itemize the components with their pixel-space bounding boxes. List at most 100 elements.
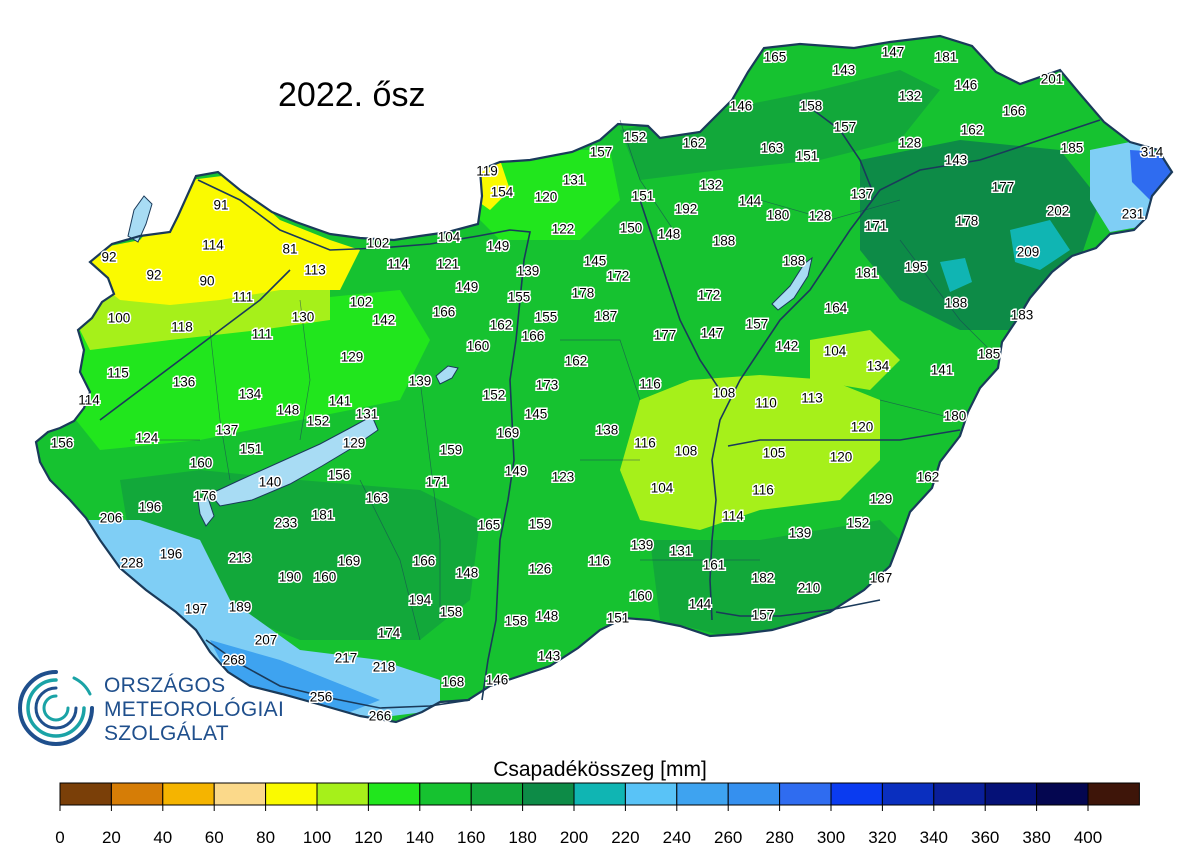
- station-value-label: 159: [529, 517, 552, 532]
- station-value-label: 129: [870, 492, 893, 507]
- station-value-label: 162: [565, 354, 588, 369]
- station-value-label: 197: [185, 602, 208, 617]
- station-value-label: 143: [538, 649, 561, 664]
- station-value-label: 163: [366, 491, 389, 506]
- station-value-label: 114: [78, 393, 100, 408]
- station-value-label: 151: [240, 442, 263, 457]
- country-border: [34, 34, 1174, 724]
- legend-tick-label: 20: [102, 828, 121, 847]
- legend-tick-label: 180: [508, 828, 536, 847]
- station-value-label: 173: [536, 378, 559, 393]
- station-value-label: 151: [607, 611, 630, 626]
- station-value-label: 140: [259, 475, 282, 490]
- station-value-label: 146: [955, 78, 978, 93]
- station-value-label: 148: [536, 609, 559, 624]
- legend-color-box: [265, 782, 318, 806]
- station-value-label: 156: [328, 468, 351, 483]
- station-value-label: 134: [239, 387, 262, 402]
- station-value-label: 213: [229, 551, 252, 566]
- station-value-label: 174: [378, 626, 401, 641]
- station-value-label: 90: [199, 274, 214, 289]
- station-value-label: 183: [1011, 308, 1034, 323]
- station-value-label: 162: [683, 136, 706, 151]
- legend-tick-labels: 0 20 40 60 80 100 120 140 160 180 200 220 240 260 280 3…: [55, 805, 1102, 847]
- station-value-label: 137: [851, 187, 874, 202]
- station-value-label: 122: [552, 222, 575, 237]
- station-value-label: 231: [1122, 207, 1145, 222]
- station-value-label: 166: [522, 329, 545, 344]
- station-value-label: 115: [107, 366, 129, 381]
- legend-tick-label: 200: [560, 828, 588, 847]
- zone-lightblue-sw: [86, 520, 440, 720]
- station-value-label: 196: [160, 547, 183, 562]
- station-value-label: 139: [631, 538, 654, 553]
- legend-tick-label: 300: [817, 828, 845, 847]
- lake-velence: [435, 365, 459, 385]
- river-zagyva: [639, 199, 721, 391]
- station-value-label: 152: [483, 388, 506, 403]
- station-value-label: 196: [139, 500, 162, 515]
- legend-color-box: [1036, 782, 1089, 806]
- station-value-label: 158: [505, 614, 528, 629]
- station-value-label: 130: [292, 310, 315, 325]
- lake-balaton: [209, 415, 379, 507]
- station-value-label: 128: [899, 136, 922, 151]
- station-value-label: 104: [824, 344, 847, 359]
- station-value-label: 188: [783, 254, 806, 269]
- lake-tisza: [771, 256, 813, 311]
- station-value-label: 145: [584, 254, 607, 269]
- station-value-label: 202: [1047, 204, 1070, 219]
- zone-green-bright-north: [470, 150, 620, 240]
- station-value-label: 157: [590, 145, 613, 160]
- station-value-label: 151: [632, 189, 655, 204]
- station-value-label: 154: [491, 185, 514, 200]
- station-value-label: 155: [535, 310, 558, 325]
- station-value-label: 108: [675, 444, 698, 459]
- legend-tick-label: 40: [153, 828, 172, 847]
- station-value-label: 192: [675, 202, 698, 217]
- legend-color-box: [573, 782, 626, 806]
- station-value-label: 152: [624, 130, 647, 145]
- station-value-label: 116: [588, 554, 610, 569]
- station-value-label: 218: [373, 660, 396, 675]
- station-value-label: 131: [356, 407, 379, 422]
- station-value-label: 177: [654, 328, 677, 343]
- station-value-label: 126: [529, 562, 552, 577]
- station-value-label: 178: [956, 214, 979, 229]
- lake-ferto: [127, 195, 153, 243]
- station-value-label: 182: [752, 571, 775, 586]
- logo-text-line-3: SZOLGÁLAT: [104, 722, 229, 745]
- station-value-label: 118: [171, 320, 193, 335]
- legend-tick-label: 60: [205, 828, 224, 847]
- station-value-label: 139: [517, 264, 540, 279]
- station-value-label: 152: [847, 516, 870, 531]
- legend-tick-label: 120: [354, 828, 382, 847]
- station-value-label: 180: [767, 208, 790, 223]
- station-value-label: 81: [282, 242, 297, 257]
- station-value-label: 114: [387, 257, 409, 272]
- legend-color-box: [727, 782, 781, 806]
- river-sajo: [799, 99, 873, 191]
- station-value-label: 136: [173, 375, 196, 390]
- legend-color-box: [830, 782, 883, 806]
- station-value-label: 233: [275, 516, 298, 531]
- station-value-label: 155: [508, 290, 531, 305]
- legend-tick-label: 340: [920, 828, 948, 847]
- station-value-label: 137: [216, 423, 239, 438]
- legend-color-box: [110, 782, 164, 806]
- station-value-label: 148: [277, 403, 300, 418]
- station-value-label: 131: [670, 544, 693, 559]
- legend-color-box: [316, 782, 369, 806]
- legend-tick-label: 220: [611, 828, 639, 847]
- station-value-label: 167: [870, 571, 893, 586]
- station-value-label: 120: [851, 420, 874, 435]
- river-drava: [205, 639, 471, 709]
- station-value-label: 113: [801, 391, 823, 406]
- station-value-label: 111: [233, 290, 254, 305]
- zone-blue-sw: [210, 640, 380, 716]
- station-value-label: 92: [146, 268, 161, 283]
- station-value-label: 160: [630, 589, 653, 604]
- station-value-label: 113: [304, 263, 326, 278]
- station-value-label: 185: [1061, 141, 1084, 156]
